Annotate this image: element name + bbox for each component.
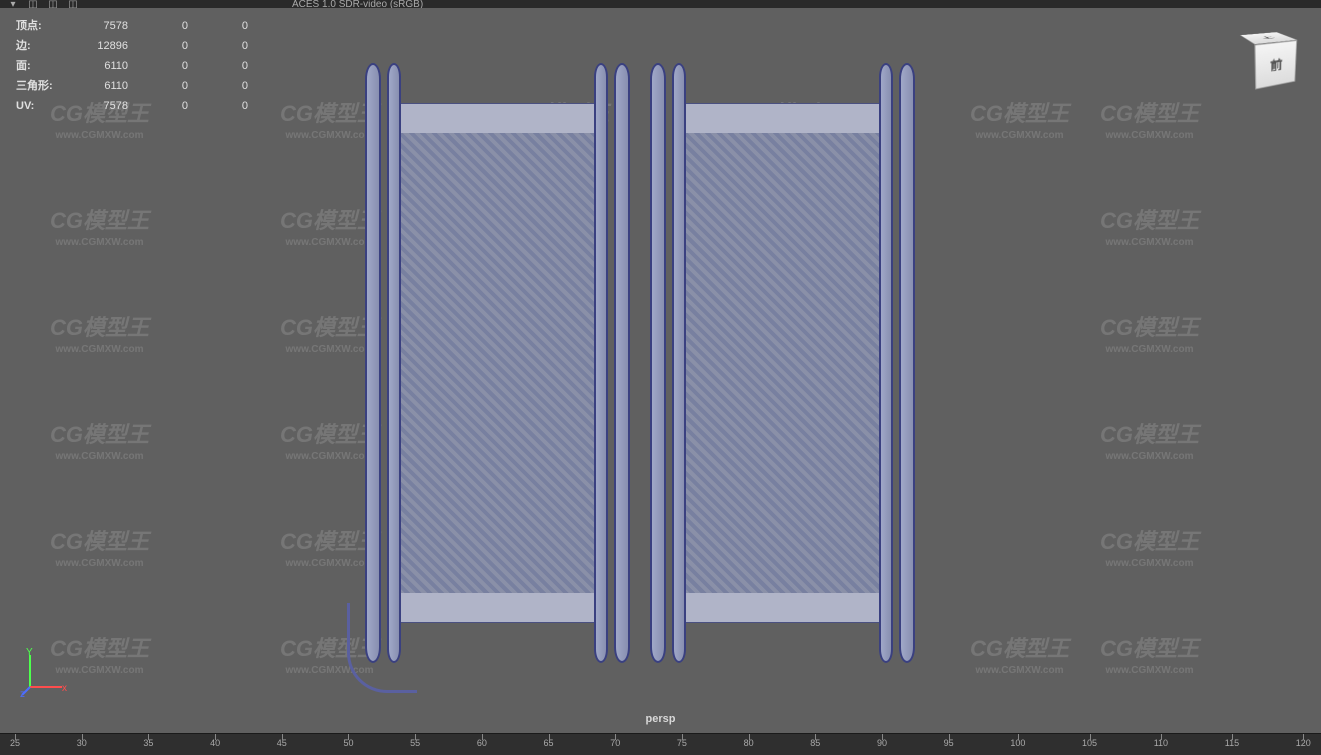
timeline-tick: 50 bbox=[343, 738, 353, 752]
watermark: CG模型王www.CGMXW.com bbox=[1100, 203, 1199, 248]
viewport[interactable]: 顶点: 7578 0 0 边: 12896 0 0 面: 6110 0 0 三角… bbox=[0, 8, 1321, 733]
hud-row-tris: 三角形: 6110 0 0 bbox=[16, 76, 248, 96]
timeline-tick: 70 bbox=[610, 738, 620, 752]
timeline-tick: 100 bbox=[1010, 738, 1025, 752]
axis-z-label: z bbox=[20, 689, 25, 697]
model-wireframe[interactable] bbox=[350, 63, 930, 683]
watermark: CG模型王www.CGMXW.com bbox=[50, 524, 149, 569]
timeline-tick: 55 bbox=[410, 738, 420, 752]
timeline[interactable]: 25 30 35 40 45 50 55 60 65 70 75 80 85 90 95 100 105 110 1… bbox=[0, 733, 1321, 755]
camera-name: persp bbox=[646, 713, 676, 725]
hud-row-edges: 边: 12896 0 0 bbox=[16, 36, 248, 56]
watermark: CG模型王www.CGMXW.com bbox=[50, 417, 149, 462]
escalator-mesh-left[interactable] bbox=[365, 63, 630, 663]
timeline-tick: 25 bbox=[10, 738, 20, 752]
escalator-mesh-right[interactable] bbox=[650, 63, 915, 663]
poly-stats-hud: 顶点: 7578 0 0 边: 12896 0 0 面: 6110 0 0 三角… bbox=[16, 16, 248, 116]
timeline-tick: 60 bbox=[477, 738, 487, 752]
watermark: CG模型王www.CGMXW.com bbox=[1100, 524, 1199, 569]
hud-row-uv: UV: 7578 0 0 bbox=[16, 96, 248, 116]
axis-y-label: Y bbox=[26, 647, 33, 658]
viewcube-front[interactable]: 前 bbox=[1254, 40, 1297, 90]
viewport-toolbar: ▾ ◫ ◫ ◫ ACES 1.0 SDR-video (sRGB) bbox=[0, 0, 1321, 8]
timeline-tick: 105 bbox=[1082, 738, 1097, 752]
timeline-tick: 75 bbox=[677, 738, 687, 752]
hud-row-faces: 面: 6110 0 0 bbox=[16, 56, 248, 76]
timeline-tick: 90 bbox=[877, 738, 887, 752]
timeline-tick: 85 bbox=[810, 738, 820, 752]
watermark: CG模型王www.CGMXW.com bbox=[1100, 96, 1199, 141]
hud-row-verts: 顶点: 7578 0 0 bbox=[16, 16, 248, 36]
timeline-tick: 40 bbox=[210, 738, 220, 752]
timeline-tick: 30 bbox=[77, 738, 87, 752]
timeline-tick: 35 bbox=[143, 738, 153, 752]
timeline-tick: 115 bbox=[1225, 738, 1239, 752]
timeline-ruler[interactable]: 25 30 35 40 45 50 55 60 65 70 75 80 85 90 95 100 105 110 1… bbox=[10, 738, 1311, 752]
timeline-tick: 110 bbox=[1154, 738, 1168, 752]
timeline-tick: 95 bbox=[944, 738, 954, 752]
watermark: CG模型王www.CGMXW.com bbox=[1100, 417, 1199, 462]
watermark: CG模型王www.CGMXW.com bbox=[1100, 310, 1199, 355]
watermark: CG模型王www.CGMXW.com bbox=[50, 203, 149, 248]
axis-gizmo[interactable]: Y x z bbox=[20, 647, 70, 697]
timeline-tick: 65 bbox=[544, 738, 554, 752]
watermark: CG模型王www.CGMXW.com bbox=[1100, 631, 1199, 676]
axis-x-label: x bbox=[62, 683, 67, 694]
timeline-tick: 120 bbox=[1296, 738, 1311, 752]
timeline-tick: 45 bbox=[277, 738, 287, 752]
viewcube[interactable]: 上 前 bbox=[1241, 32, 1293, 84]
watermark: CG模型王www.CGMXW.com bbox=[970, 96, 1069, 141]
watermark: CG模型王www.CGMXW.com bbox=[50, 310, 149, 355]
watermark: CG模型王www.CGMXW.com bbox=[970, 631, 1069, 676]
timeline-tick: 80 bbox=[744, 738, 754, 752]
